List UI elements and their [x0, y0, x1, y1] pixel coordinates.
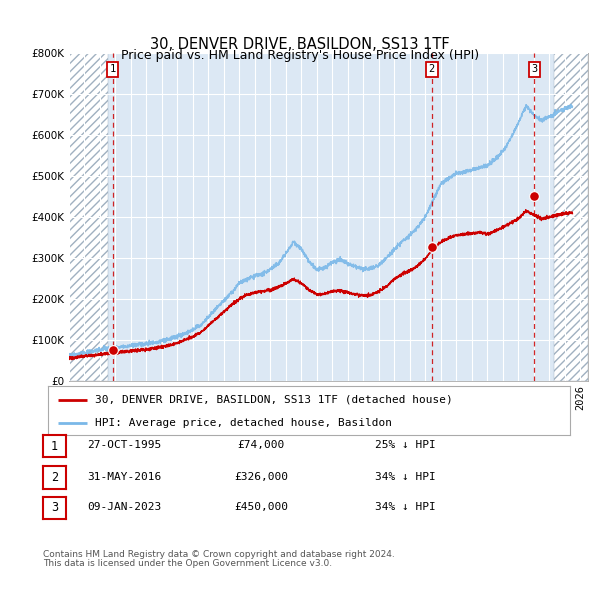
Text: Price paid vs. HM Land Registry's House Price Index (HPI): Price paid vs. HM Land Registry's House …: [121, 49, 479, 62]
Text: 30, DENVER DRIVE, BASILDON, SS13 1TF (detached house): 30, DENVER DRIVE, BASILDON, SS13 1TF (de…: [95, 395, 453, 405]
Bar: [554, 53, 588, 381]
Text: 31-MAY-2016: 31-MAY-2016: [87, 472, 161, 481]
Text: 2: 2: [51, 471, 58, 484]
Text: HPI: Average price, detached house, Basildon: HPI: Average price, detached house, Basi…: [95, 418, 392, 428]
Text: 30, DENVER DRIVE, BASILDON, SS13 1TF: 30, DENVER DRIVE, BASILDON, SS13 1TF: [150, 37, 450, 52]
Text: £74,000: £74,000: [238, 441, 284, 450]
Text: 27-OCT-1995: 27-OCT-1995: [87, 441, 161, 450]
Text: £450,000: £450,000: [234, 503, 288, 512]
Text: 09-JAN-2023: 09-JAN-2023: [87, 503, 161, 512]
Text: 2: 2: [429, 64, 435, 74]
Text: 3: 3: [51, 502, 58, 514]
Text: 3: 3: [531, 64, 538, 74]
Text: 34% ↓ HPI: 34% ↓ HPI: [375, 472, 436, 481]
Text: 25% ↓ HPI: 25% ↓ HPI: [375, 441, 436, 450]
Text: £326,000: £326,000: [234, 472, 288, 481]
Text: 34% ↓ HPI: 34% ↓ HPI: [375, 503, 436, 512]
Text: This data is licensed under the Open Government Licence v3.0.: This data is licensed under the Open Gov…: [43, 559, 332, 568]
Bar: [69, 53, 108, 381]
Text: Contains HM Land Registry data © Crown copyright and database right 2024.: Contains HM Land Registry data © Crown c…: [43, 550, 395, 559]
Text: 1: 1: [110, 64, 116, 74]
Text: 1: 1: [51, 440, 58, 453]
